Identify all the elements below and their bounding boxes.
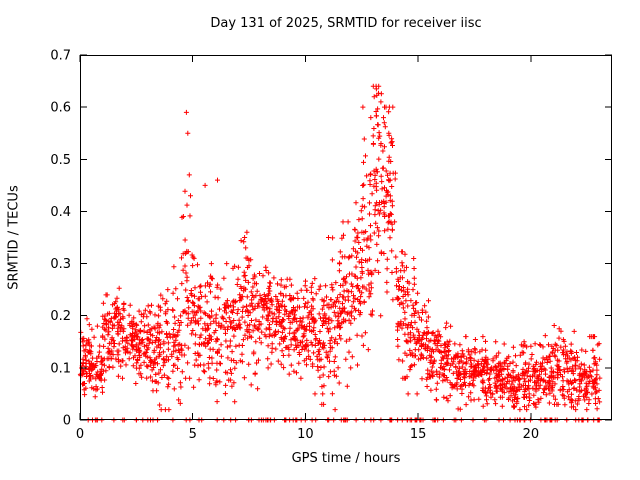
y-tick-label: 0.6 (50, 101, 71, 116)
y-tick-label: 0.5 (50, 153, 71, 168)
scatter-points (77, 83, 603, 423)
y-tick-label: 0.3 (50, 257, 71, 272)
tick-marks (79, 54, 612, 421)
x-tick-label: 10 (297, 427, 314, 442)
y-tick-label: 0.2 (50, 309, 71, 324)
x-tick-label: 5 (189, 427, 197, 442)
x-axis-label: GPS time / hours (291, 451, 401, 466)
y-tick-label: 0.7 (50, 49, 71, 64)
chart-title: Day 131 of 2025, SRMTID for receiver iis… (210, 16, 482, 31)
x-tick-label: 15 (410, 427, 427, 442)
x-tick-label: 0 (76, 427, 84, 442)
y-tick-label: 0.4 (50, 205, 71, 220)
y-tick-label: 0 (63, 414, 71, 429)
plot-border (80, 55, 612, 420)
y-tick-label: 0.1 (50, 361, 71, 376)
x-tick-label: 20 (523, 427, 540, 442)
